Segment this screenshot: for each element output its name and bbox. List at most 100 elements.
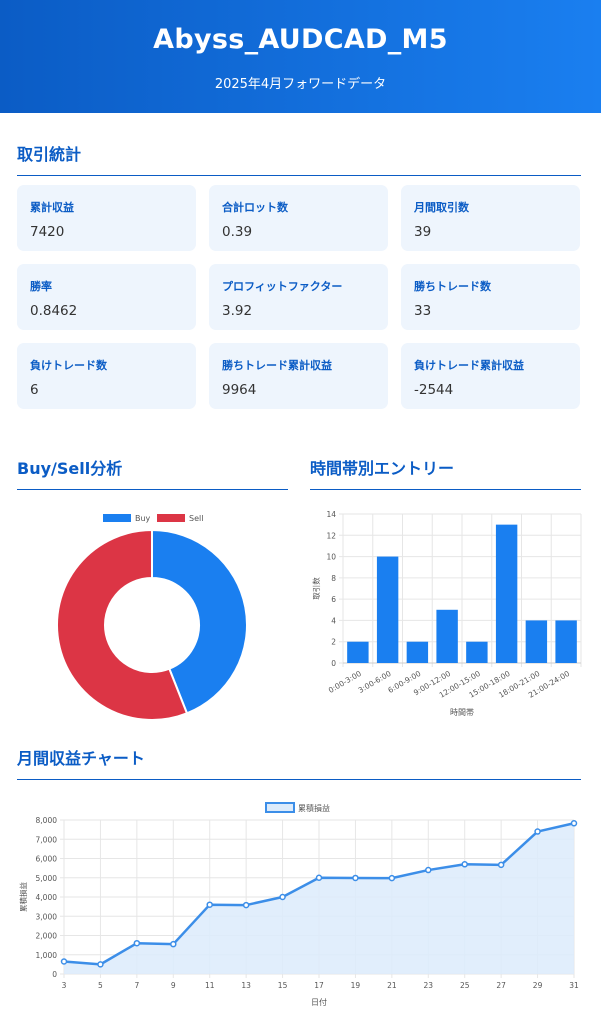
y-tick-label: 0: [52, 970, 57, 979]
legend-label-cumulative: 累積損益: [298, 803, 330, 813]
monthly-area-chart: 累積損益 0 1,000 2,000 3,000 4,000 5,000 6,000 7,000…: [18, 802, 579, 1007]
stat-value: 6: [30, 382, 39, 398]
stat-label: 累計収益: [30, 201, 74, 214]
area-fill: [64, 823, 574, 974]
x-tick-label: 17: [314, 981, 324, 990]
data-point-day-15: [279, 893, 286, 901]
x-axis-title: 日付: [311, 997, 327, 1007]
monthly-section-title: 月間収益チャート: [17, 745, 581, 780]
bar-12:00-15:00: [466, 641, 488, 663]
x-tick-label: 3: [62, 981, 67, 990]
x-tick-label: 25: [460, 981, 470, 990]
stat-card-losing-profit: 負けトレード累計収益 -2544: [401, 343, 580, 409]
stat-card-win-rate: 勝率 0.8462: [17, 264, 196, 330]
line-marks: [60, 820, 578, 974]
bar-3:00-6:00: [376, 556, 399, 663]
x-tick-label: 13: [241, 981, 251, 990]
y-tick-label: 5,000: [36, 874, 58, 883]
data-point-day-17: [315, 874, 323, 881]
x-tick-label: 9: [171, 981, 176, 990]
buysell-section-title: Buy/Sell分析: [17, 455, 288, 490]
data-point-day-11: [206, 901, 213, 908]
y-tick-label: 4,000: [36, 893, 58, 902]
stat-label: 勝ちトレード数: [414, 280, 491, 293]
y-tick-label: 3,000: [36, 912, 58, 921]
stat-label: 合計ロット数: [222, 201, 288, 214]
y-tick-label: 12: [326, 531, 336, 540]
bar-marks: [347, 524, 577, 663]
stat-card-winning-trades: 勝ちトレード数 33: [401, 264, 580, 330]
x-tick-label: 0:00-3:00: [327, 669, 363, 695]
stat-value: 0.8462: [30, 303, 78, 319]
x-tick-label: 5: [98, 981, 103, 990]
data-point-day-29: [534, 828, 541, 835]
y-tick-label: 2,000: [36, 932, 58, 941]
y-tick-label: 4: [331, 616, 336, 625]
legend-label-sell: Sell: [189, 514, 203, 523]
stat-card-profit-factor: プロフィットファクター 3.92: [209, 264, 388, 330]
bar-21:00-24:00: [555, 620, 577, 663]
donut-legend: Buy Sell: [103, 514, 203, 523]
data-point-day-3: [60, 958, 68, 965]
hourly-bar-chart: 024681012140:00-3:003:00-6:006:00-9:009:…: [311, 510, 582, 717]
data-point-day-21: [388, 874, 396, 882]
bar-0:00-3:00: [347, 641, 369, 663]
y-tick-label: 6: [331, 595, 336, 604]
stat-value: 9964: [222, 382, 257, 398]
bar-18:00-21:00: [525, 620, 548, 663]
stat-card-total-lots: 合計ロット数 0.39: [209, 185, 388, 251]
y-axis-title: 取引数: [311, 577, 321, 600]
x-tick-label: 15: [278, 981, 288, 990]
data-point-day-5: [97, 961, 104, 968]
stat-value: 39: [414, 224, 432, 240]
x-tick-label: 7: [134, 981, 139, 990]
donut-slices: [56, 528, 248, 721]
data-point-day-13: [242, 901, 250, 909]
page-title: Abyss_AUDCAD_M5: [153, 24, 448, 55]
x-tick-label: 27: [496, 981, 506, 990]
data-point-day-7: [133, 939, 141, 947]
buysell-donut-chart: Buy Sell: [56, 514, 248, 721]
x-tick-label: 11: [205, 981, 215, 990]
legend-swatch-buy: [103, 514, 131, 522]
y-axis-title: 累積損益: [18, 882, 28, 912]
stat-card-losing-trades: 負けトレード数 6: [17, 343, 196, 409]
stats-section-title: 取引統計: [17, 141, 581, 176]
x-tick-label: 19: [351, 981, 361, 990]
y-tick-label: 8: [331, 574, 336, 583]
y-tick-label: 1,000: [36, 951, 58, 960]
stat-label: 勝率: [30, 280, 52, 293]
stat-value: 3.92: [222, 303, 253, 319]
data-point-day-19: [352, 874, 359, 882]
legend-swatch-cumulative: [265, 802, 295, 813]
stat-value: 0.39: [222, 224, 253, 240]
x-tick-label: 31: [569, 981, 579, 990]
data-point-day-27: [497, 861, 505, 869]
x-tick-label: 3:00-6:00: [357, 669, 393, 695]
stat-label: プロフィットファクター: [222, 280, 343, 293]
bar-6:00-9:00: [406, 641, 429, 663]
data-point-day-25: [461, 861, 468, 868]
x-tick-label: 23: [424, 981, 434, 990]
y-tick-label: 8,000: [36, 816, 58, 825]
page-subtitle: 2025年4月フォワードデータ: [214, 77, 387, 92]
bar-15:00-18:00: [495, 524, 518, 663]
data-point-day-9: [170, 940, 177, 948]
x-tick-label: 21: [387, 981, 397, 990]
donut-slice-sell: [56, 528, 189, 721]
stat-card-monthly-trades: 月間取引数 39: [401, 185, 580, 251]
data-point-day-23: [425, 866, 432, 874]
legend-label-buy: Buy: [135, 514, 151, 523]
stat-label: 月間取引数: [414, 201, 469, 214]
stat-value: -2544: [414, 382, 454, 398]
stat-value: 33: [414, 303, 432, 319]
stat-label: 負けトレード数: [30, 359, 107, 372]
stat-label: 負けトレード累計収益: [414, 359, 524, 372]
x-tick-label: 29: [533, 981, 543, 990]
hourly-section-title: 時間帯別エントリー: [310, 455, 581, 490]
y-tick-label: 14: [326, 510, 336, 519]
bar-9:00-12:00: [436, 609, 458, 663]
y-tick-label: 7,000: [36, 835, 58, 844]
stat-label: 勝ちトレード累計収益: [222, 359, 332, 372]
page-header: Abyss_AUDCAD_M5 2025年4月フォワードデータ: [0, 0, 601, 113]
